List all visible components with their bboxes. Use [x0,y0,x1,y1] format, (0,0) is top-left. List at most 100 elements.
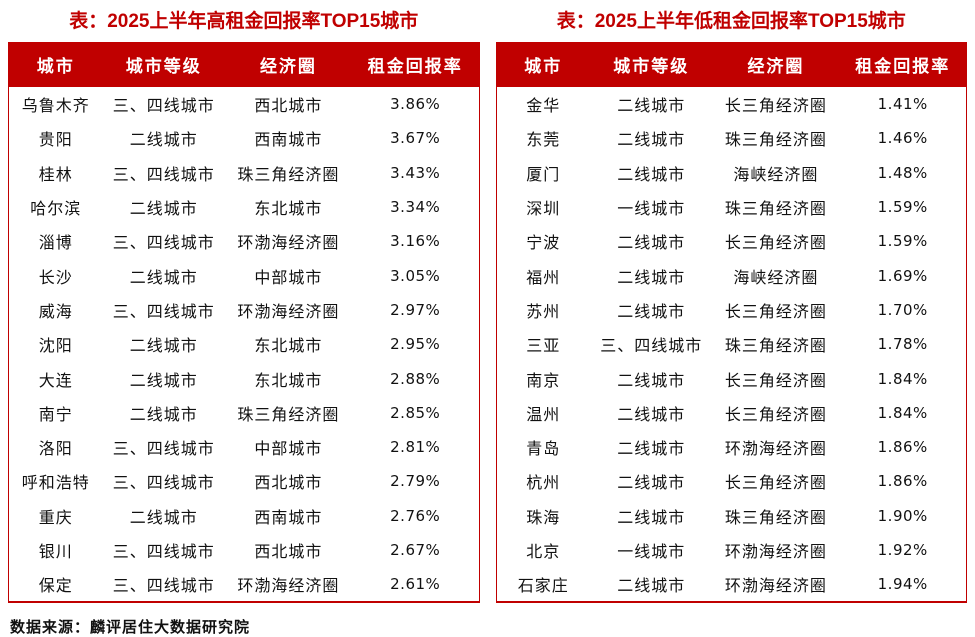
region-cell: 环渤海经济圈 [724,578,827,596]
city-cell: 青岛 [526,441,561,459]
table-row: 保定 三、四线城市 环渤海经济圈 2.61% [9,567,480,602]
tier-cell: 二线城市 [617,98,686,116]
table-row: 长沙 二线城市 中部城市 3.05% [9,258,480,292]
yield-cell: 3.05% [390,266,441,285]
table-row: 宁波 二线城市 长三角经济圈 1.59% [496,224,967,258]
region-cell: 海峡经济圈 [733,269,819,287]
city-cell: 淄博 [38,235,73,253]
yield-cell: 2.88% [390,369,441,388]
yield-cell: 2.67% [390,541,441,559]
region-cell: 西北城市 [254,544,323,561]
yield-cell: 1.70% [877,300,928,319]
data-source-note: 数据来源：麟评居住大数据研究院 [10,620,251,637]
city-cell: 大连 [38,372,73,390]
city-cell: 温州 [526,406,561,424]
region-cell: 珠三角经济圈 [724,509,827,527]
table-row: 杭州 二线城市 长三角经济圈 1.86% [496,464,967,498]
yield-cell: 3.16% [390,232,441,251]
yield-cell: 1.78% [877,335,928,354]
tier-cell: 二线城市 [129,132,198,150]
city-cell: 保定 [38,578,73,596]
tier-cell: 二线城市 [617,406,686,424]
yield-cell: 1.59% [877,232,928,251]
table-row: 南宁 二线城市 珠三角经济圈 2.85% [9,396,480,430]
table-row: 青岛 二线城市 环渤海经济圈 1.86% [496,430,967,464]
table-row: 厦门 二线城市 海峡经济圈 1.48% [496,156,967,190]
region-cell: 海峡经济圈 [733,166,819,184]
yield-cell: 1.41% [877,95,928,114]
yield-cell: 2.95% [390,335,441,354]
region-cell: 东北城市 [254,372,323,390]
table-row: 金华 二线城市 长三角经济圈 1.41% [496,87,967,121]
tier-cell: 二线城市 [129,509,198,527]
table-row: 贵阳 二线城市 西南城市 3.67% [9,121,480,155]
tier-cell: 三、四线城市 [112,578,215,596]
high-yield-table-section: 表：2025上半年高租金回报率TOP15城市 城市 城市等级 经济圈 租金回报率 乌鲁… [8,4,480,604]
yield-cell: 1.46% [877,129,928,148]
yield-cell: 1.92% [877,541,928,559]
table-row: 石家庄 二线城市 环渤海经济圈 1.94% [496,567,967,602]
table-row: 珠海 二线城市 珠三角经济圈 1.90% [496,499,967,533]
region-cell: 东北城市 [254,201,323,219]
table-row: 北京 一线城市 环渤海经济圈 1.92% [496,533,967,567]
city-cell: 哈尔滨 [30,201,82,219]
column-header: 经济圈 [712,42,840,87]
tier-cell: 三、四线城市 [600,338,703,356]
city-cell: 南京 [526,372,561,390]
yield-cell: 1.86% [877,472,928,491]
table-row: 苏州 二线城市 长三角经济圈 1.70% [496,293,967,327]
region-cell: 环渤海经济圈 [237,578,340,596]
city-cell: 东莞 [526,132,561,150]
table-row: 银川 三、四线城市 西北城市 2.67% [9,533,480,567]
city-cell: 乌鲁木齐 [21,98,90,116]
city-cell: 厦门 [526,166,561,184]
yield-cell: 3.34% [390,198,441,217]
high-yield-table: 城市 城市等级 经济圈 租金回报率 乌鲁木齐 三、四线城市 西北城市 3.86% 贵阳 二线城市… [8,42,480,604]
header-row: 城市 城市等级 经济圈 租金回报率 [496,42,967,87]
low-yield-table-title: 表：2025上半年低租金回报率TOP15城市 [556,11,906,32]
tier-cell: 三、四线城市 [112,303,215,321]
yield-cell: 2.97% [390,300,441,319]
table-row: 深圳 一线城市 珠三角经济圈 1.59% [496,190,967,224]
city-cell: 深圳 [526,201,561,219]
city-cell: 贵阳 [38,132,73,150]
column-header: 城市等级 [102,42,225,87]
yield-cell: 1.90% [877,506,928,525]
tier-cell: 二线城市 [617,235,686,253]
tier-cell: 二线城市 [617,303,686,321]
table-body: 金华 二线城市 长三角经济圈 1.41% 东莞 二线城市 珠三角经济圈 1.46% 厦门 二线城市… [496,87,967,602]
header-row: 城市 城市等级 经济圈 租金回报率 [8,42,479,87]
tier-cell: 一线城市 [617,201,686,219]
city-cell: 珠海 [526,509,561,527]
region-cell: 长三角经济圈 [724,98,827,116]
tier-cell: 二线城市 [129,201,198,219]
city-cell: 石家庄 [517,578,569,596]
yield-cell: 3.67% [390,129,441,148]
region-cell: 长三角经济圈 [724,475,827,493]
yield-cell: 2.81% [390,438,441,457]
city-cell: 重庆 [38,509,73,527]
tier-cell: 三、四线城市 [112,235,215,253]
column-header: 城市等级 [590,42,713,87]
region-cell: 中部城市 [254,269,323,287]
city-cell: 桂林 [38,166,73,184]
region-cell: 珠三角经济圈 [724,201,827,219]
table-row: 重庆 二线城市 西南城市 2.76% [9,499,480,533]
yield-cell: 1.84% [877,403,928,422]
city-cell: 洛阳 [38,441,73,459]
city-cell: 三亚 [526,338,561,356]
region-cell: 西北城市 [254,98,323,116]
tier-cell: 二线城市 [617,441,686,459]
table-row: 温州 二线城市 长三角经济圈 1.84% [496,396,967,430]
table-row: 福州 二线城市 海峡经济圈 1.69% [496,258,967,292]
table-row: 东莞 二线城市 珠三角经济圈 1.46% [496,121,967,155]
tier-cell: 二线城市 [129,406,198,424]
tier-cell: 二线城市 [617,578,686,596]
city-cell: 金华 [526,98,561,116]
yield-cell: 1.48% [877,163,928,182]
city-cell: 呼和浩特 [21,475,90,493]
region-cell: 长三角经济圈 [724,406,827,424]
table-row: 威海 三、四线城市 环渤海经济圈 2.97% [9,293,480,327]
tier-cell: 二线城市 [129,372,198,390]
